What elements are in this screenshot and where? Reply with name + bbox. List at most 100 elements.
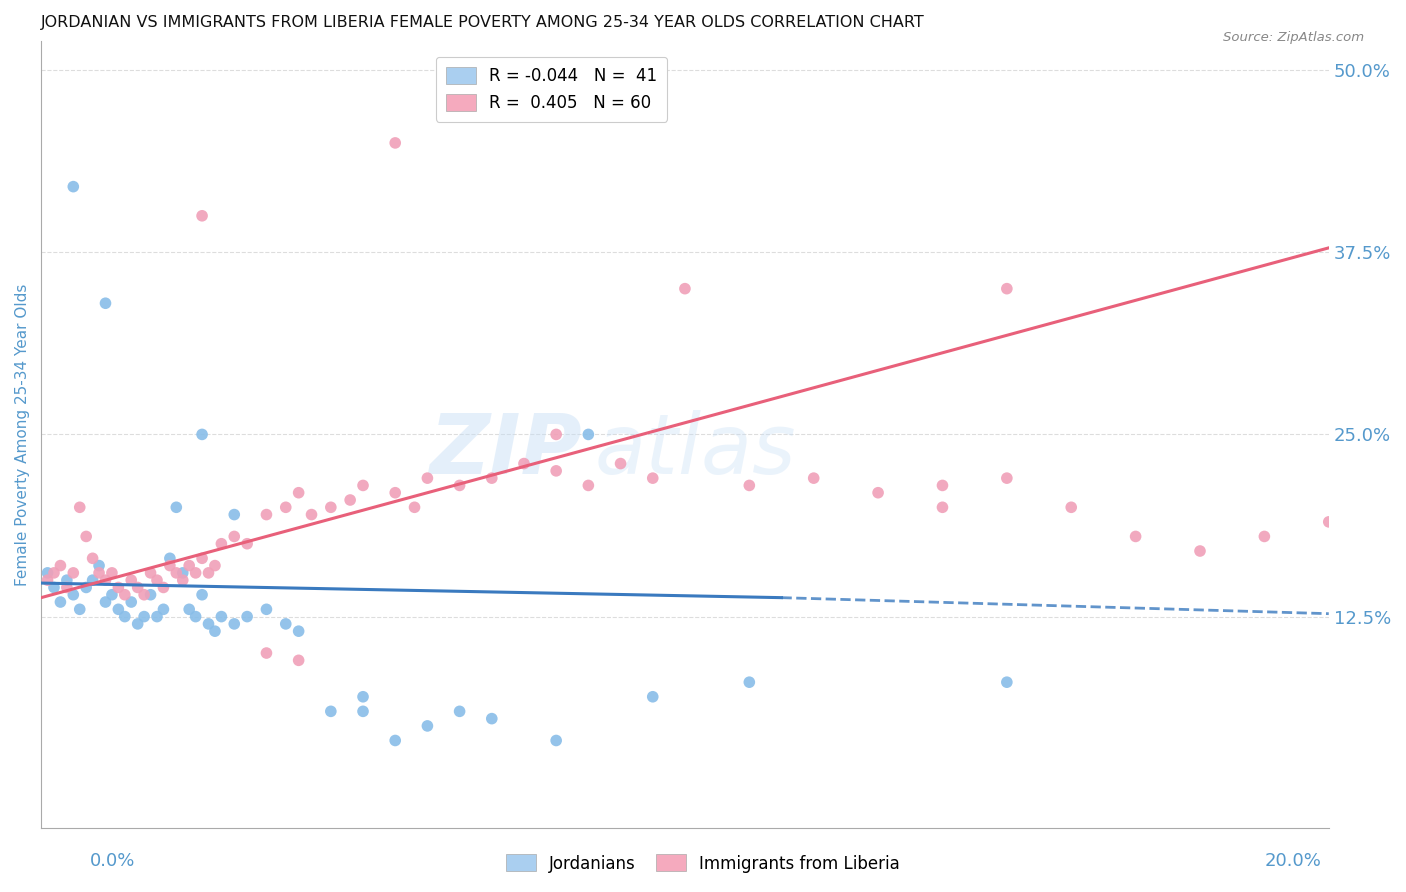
Point: [209, 537, 232, 551]
Point: [384, 733, 406, 747]
Point: [146, 609, 169, 624]
Legend: R = -0.044   N =  41, R =  0.405   N = 60: R = -0.044 N = 41, R = 0.405 N = 60: [436, 57, 668, 122]
Point: [197, 566, 219, 580]
Point: [641, 471, 664, 485]
Point: [1317, 515, 1340, 529]
Point: [738, 675, 761, 690]
Point: [191, 209, 214, 223]
Point: [42, 566, 65, 580]
Point: [803, 471, 825, 485]
Point: [94, 296, 117, 310]
Point: [75, 529, 97, 543]
Point: [352, 690, 374, 704]
Point: [274, 500, 297, 515]
Point: [641, 690, 664, 704]
Point: [107, 581, 129, 595]
Point: [165, 500, 187, 515]
Y-axis label: Female Poverty Among 25-34 Year Olds: Female Poverty Among 25-34 Year Olds: [15, 284, 30, 586]
Point: [172, 573, 194, 587]
Point: [609, 457, 631, 471]
Point: [256, 602, 278, 616]
Point: [179, 558, 201, 573]
Point: [37, 573, 59, 587]
Text: atlas: atlas: [595, 409, 796, 491]
Point: [287, 485, 309, 500]
Point: [139, 588, 162, 602]
Point: [274, 616, 297, 631]
Point: [94, 573, 117, 587]
Point: [37, 566, 59, 580]
Point: [384, 485, 406, 500]
Text: Source: ZipAtlas.com: Source: ZipAtlas.com: [1223, 31, 1364, 45]
Point: [576, 478, 599, 492]
Point: [62, 588, 84, 602]
Point: [75, 581, 97, 595]
Point: [69, 500, 91, 515]
Point: [319, 500, 342, 515]
Point: [165, 566, 187, 580]
Point: [449, 704, 471, 718]
Point: [546, 733, 568, 747]
Text: JORDANIAN VS IMMIGRANTS FROM LIBERIA FEMALE POVERTY AMONG 25-34 YEAR OLDS CORREL: JORDANIAN VS IMMIGRANTS FROM LIBERIA FEM…: [41, 15, 925, 30]
Point: [146, 573, 169, 587]
Point: [416, 719, 439, 733]
Point: [94, 595, 117, 609]
Point: [481, 712, 503, 726]
Point: [287, 624, 309, 639]
Point: [120, 595, 142, 609]
Point: [319, 704, 342, 718]
Point: [1060, 500, 1083, 515]
Point: [82, 573, 104, 587]
Text: 20.0%: 20.0%: [1265, 852, 1322, 870]
Text: 0.0%: 0.0%: [90, 852, 135, 870]
Point: [191, 551, 214, 566]
Point: [995, 282, 1018, 296]
Point: [127, 581, 149, 595]
Point: [134, 588, 156, 602]
Point: [236, 537, 259, 551]
Point: [42, 581, 65, 595]
Point: [576, 427, 599, 442]
Point: [481, 471, 503, 485]
Point: [404, 500, 426, 515]
Point: [191, 588, 214, 602]
Point: [868, 485, 890, 500]
Point: [204, 558, 226, 573]
Point: [546, 464, 568, 478]
Point: [184, 566, 207, 580]
Point: [159, 551, 181, 566]
Point: [204, 624, 226, 639]
Point: [127, 616, 149, 631]
Point: [49, 558, 72, 573]
Point: [152, 602, 174, 616]
Point: [738, 478, 761, 492]
Point: [49, 595, 72, 609]
Point: [114, 609, 136, 624]
Point: [931, 500, 953, 515]
Legend: Jordanians, Immigrants from Liberia: Jordanians, Immigrants from Liberia: [499, 847, 907, 880]
Point: [179, 602, 201, 616]
Point: [224, 616, 246, 631]
Point: [139, 566, 162, 580]
Point: [114, 588, 136, 602]
Point: [62, 179, 84, 194]
Point: [384, 136, 406, 150]
Point: [69, 602, 91, 616]
Point: [339, 493, 361, 508]
Point: [87, 558, 110, 573]
Point: [931, 478, 953, 492]
Point: [184, 609, 207, 624]
Point: [56, 573, 79, 587]
Point: [62, 566, 84, 580]
Text: ZIP: ZIP: [429, 409, 582, 491]
Point: [134, 609, 156, 624]
Point: [673, 282, 696, 296]
Point: [224, 508, 246, 522]
Point: [236, 609, 259, 624]
Point: [301, 508, 323, 522]
Point: [995, 471, 1018, 485]
Point: [191, 427, 214, 442]
Point: [224, 529, 246, 543]
Point: [513, 457, 536, 471]
Point: [546, 427, 568, 442]
